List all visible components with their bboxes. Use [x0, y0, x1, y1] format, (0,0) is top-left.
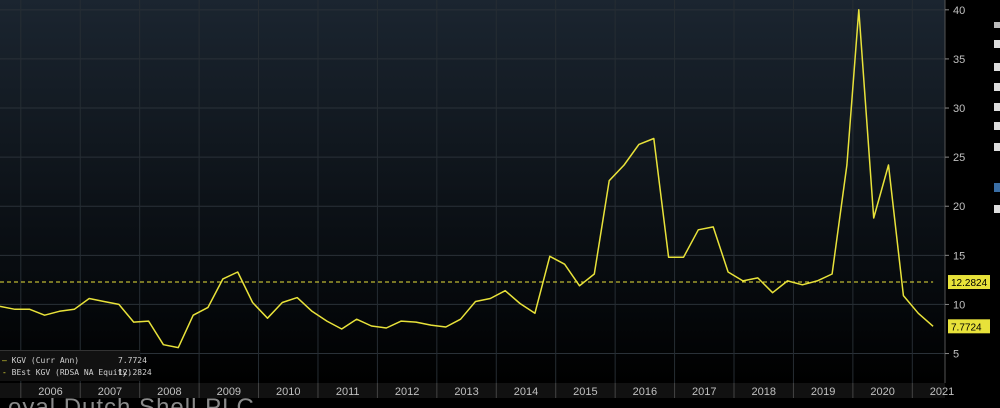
x-tick-label: 2015 [573, 386, 597, 398]
y-gridlines [0, 9, 945, 355]
security-title: oyal Dutch Shell PLC [0, 398, 300, 408]
toolbar-icon[interactable] [994, 40, 1000, 48]
y-tick-label: 25 [953, 152, 965, 164]
toolbar-icon[interactable] [994, 22, 1000, 28]
x-tick-label: 2011 [336, 386, 360, 398]
legend-value: 12.2824 [118, 368, 152, 377]
y-tick-label: 40 [953, 5, 965, 17]
y-axis: 5 10 15 20 25 30 35 40 [944, 0, 965, 383]
x-tick-label: 2019 [811, 386, 835, 398]
x-tick-label: 2020 [870, 386, 894, 398]
legend-swatch: – [2, 356, 7, 365]
y-tick-label: 35 [953, 54, 965, 66]
series-layer [0, 9, 934, 349]
x-tick-label: 2009 [217, 386, 241, 398]
legend-swatch: - [2, 368, 7, 377]
y-tick-label: 10 [953, 299, 965, 311]
x-tick-label: 2013 [454, 386, 478, 398]
toolbar-icon[interactable] [994, 63, 1000, 71]
toolbar-icon[interactable] [994, 205, 1000, 213]
value-labels: 12.2824 7.7724 [948, 275, 992, 334]
svg-text:12.2824: 12.2824 [951, 278, 988, 289]
x-tick-label: 2008 [157, 386, 181, 398]
toolbar-icon[interactable] [994, 183, 1000, 192]
x-tick-label: 2016 [633, 386, 657, 398]
y-tick-label: 15 [953, 250, 965, 262]
security-title-text: oyal Dutch Shell PLC [8, 398, 255, 408]
y-tick-label: 5 [953, 349, 959, 361]
y-tick-label: 30 [953, 103, 965, 115]
legend-item-best-kgv: - BEst KGV (RDSA NA Equity) [2, 367, 132, 379]
toolbar-icon[interactable] [994, 122, 1000, 130]
x-gridlines [20, 0, 913, 383]
x-tick-label: 2007 [98, 386, 122, 398]
x-tick-label: 2017 [692, 386, 716, 398]
legend: – KGV (Curr Ann) 7.7724 - BEst KGV (RDSA… [0, 350, 152, 381]
toolbar-icon[interactable] [994, 103, 1000, 111]
legend-label: BEst KGV (RDSA NA Equity) [11, 368, 133, 377]
value-label: 12.2824 [948, 275, 992, 290]
legend-item-kgv: – KGV (Curr Ann) [2, 355, 79, 367]
x-tick-label: 2018 [751, 386, 775, 398]
svg-text:7.7724: 7.7724 [951, 322, 982, 333]
x-tick-label: 2012 [395, 386, 419, 398]
toolbar-icon[interactable] [994, 143, 1000, 151]
x-tick-label: 2021 [930, 386, 954, 398]
x-axis: 2006 2007 2008 2009 2010 2011 2012 2013 2014 2015… [0, 383, 954, 398]
x-tick-label: 2006 [38, 386, 62, 398]
series-line [0, 9, 934, 349]
legend-label: KGV (Curr Ann) [11, 356, 80, 365]
x-tick-label: 2010 [276, 386, 300, 398]
x-tick-label: 2014 [514, 386, 538, 398]
y-tick-label: 20 [953, 201, 965, 213]
legend-value: 7.7724 [118, 356, 147, 365]
side-toolbar [990, 0, 1000, 408]
value-label: 7.7724 [948, 319, 992, 334]
plot-background [0, 0, 945, 383]
toolbar-icon[interactable] [994, 83, 1000, 91]
